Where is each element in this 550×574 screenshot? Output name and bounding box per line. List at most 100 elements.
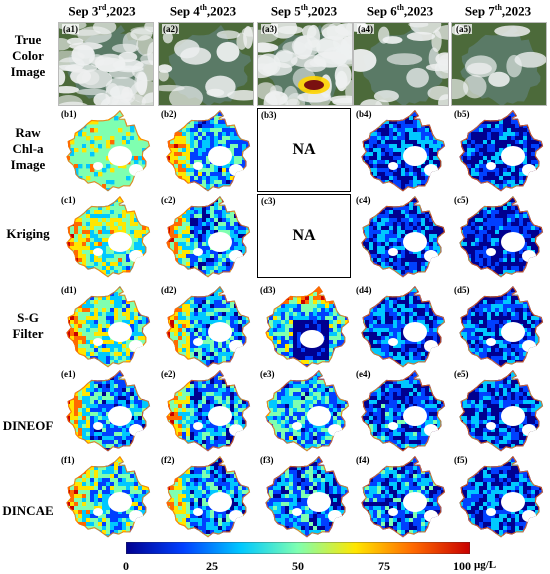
colorbar-tick-50: 50	[292, 559, 304, 573]
panel-tag: (d1)	[61, 285, 77, 295]
panel-tag: (b4)	[356, 109, 372, 119]
panel-a3: (a3)	[257, 22, 353, 106]
panel-f1: (f1)	[58, 454, 154, 538]
panel-c5: (c5)	[451, 194, 547, 278]
satellite-true-color	[59, 23, 153, 105]
chlorophyll-map	[265, 456, 350, 538]
chlorophyll-map	[66, 370, 151, 452]
row-header-raw-chla: Raw Chl-a Image	[10, 125, 46, 172]
colorbar-tick-0: 0	[123, 559, 129, 573]
panel-tag: (b3)	[261, 110, 277, 120]
panel-tag: (c1)	[61, 195, 76, 205]
chlorophyll-map	[361, 286, 446, 368]
column-header-sep7: Sep 7th,2023	[464, 3, 532, 19]
panel-e3: (e3)	[257, 368, 353, 452]
column-header-sep3: Sep 3rd,2023	[68, 3, 136, 19]
satellite-true-color	[354, 23, 448, 105]
chlorophyll-map	[166, 286, 251, 368]
panel-tag: (e3)	[260, 369, 275, 379]
chlorophyll-map	[459, 110, 544, 192]
chlorophyll-map	[361, 196, 446, 278]
panel-tag: (c3)	[261, 196, 276, 206]
panel-f2: (f2)	[158, 454, 254, 538]
satellite-true-color	[258, 23, 352, 105]
panel-c2: (c2)	[158, 194, 254, 278]
chlorophyll-map	[459, 370, 544, 452]
panel-tag: (e4)	[356, 369, 371, 379]
panel-tag: (a3)	[261, 24, 278, 34]
column-header-sep5: Sep 5th,2023	[270, 3, 338, 19]
panel-f5: (f5)	[451, 454, 547, 538]
panel-d1: (d1)	[58, 284, 154, 368]
na-label: NA	[292, 227, 316, 244]
panel-tag: (d5)	[454, 285, 470, 295]
panel-tag: (f2)	[161, 455, 175, 465]
chlorophyll-map	[66, 286, 151, 368]
chlorophyll-map	[361, 456, 446, 538]
panel-tag: (b1)	[61, 109, 77, 119]
panel-tag: (a2)	[162, 24, 179, 34]
panel-e1: (e1)	[58, 368, 154, 452]
na-panel: (b3) NA	[257, 108, 351, 192]
chlorophyll-map	[166, 456, 251, 538]
panel-d3: (d3)	[257, 284, 353, 368]
panel-c3: (c3) NA	[257, 194, 353, 278]
panel-tag: (f1)	[61, 455, 75, 465]
panel-tag: (d4)	[356, 285, 372, 295]
colorbar-tick-75: 75	[378, 559, 390, 573]
row-header-dincae: DINCAE	[2, 503, 54, 518]
panel-a1: (a1)	[58, 22, 154, 106]
panel-tag: (b2)	[161, 109, 177, 119]
panel-e2: (e2)	[158, 368, 254, 452]
chlorophyll-map	[459, 286, 544, 368]
row-header-kriging: Kriging	[6, 226, 50, 241]
chlorophyll-map	[265, 286, 350, 368]
panel-tag: (a4)	[357, 24, 374, 34]
panel-c4: (c4)	[353, 194, 449, 278]
panel-tag: (f5)	[454, 455, 468, 465]
row-header-true-color: True Color Image	[10, 32, 46, 79]
panel-tag: (a5)	[455, 24, 472, 34]
panel-tag: (a1)	[62, 24, 79, 34]
panel-f3: (f3)	[257, 454, 353, 538]
column-header-sep6: Sep 6th,2023	[366, 3, 434, 19]
panel-tag: (e2)	[161, 369, 176, 379]
panel-tag: (f3)	[260, 455, 274, 465]
panel-tag: (c2)	[161, 195, 176, 205]
column-header-sep4: Sep 4th,2023	[169, 3, 237, 19]
satellite-true-color	[159, 23, 253, 105]
chlorophyll-map	[66, 110, 151, 192]
chlorophyll-map	[459, 456, 544, 538]
colorbar-tick-25: 25	[206, 559, 218, 573]
chlorophyll-map	[265, 370, 350, 452]
row-header-sg-filter: S-G Filter	[12, 310, 44, 341]
colorbar-unit: μg/L	[474, 559, 497, 571]
panel-tag: (f4)	[356, 455, 370, 465]
chlorophyll-map	[166, 370, 251, 452]
chlorophyll-map	[166, 196, 251, 278]
chlorophyll-map	[66, 456, 151, 538]
chlorophyll-map	[361, 110, 446, 192]
panel-b1: (b1)	[58, 108, 154, 192]
panel-e4: (e4)	[353, 368, 449, 452]
panel-tag: (c4)	[356, 195, 371, 205]
panel-tag: (e1)	[61, 369, 76, 379]
na-panel: (c3) NA	[257, 194, 351, 278]
panel-d4: (d4)	[353, 284, 449, 368]
chlorophyll-map	[459, 196, 544, 278]
panel-tag: (e5)	[454, 369, 469, 379]
panel-b4: (b4)	[353, 108, 449, 192]
panel-a4: (a4)	[353, 22, 449, 106]
panel-d2: (d2)	[158, 284, 254, 368]
satellite-true-color	[452, 23, 546, 105]
panel-tag: (d3)	[260, 285, 276, 295]
panel-d5: (d5)	[451, 284, 547, 368]
colorbar	[126, 542, 470, 554]
panel-c1: (c1)	[58, 194, 154, 278]
chlorophyll-map	[361, 370, 446, 452]
row-header-dineof: DINEOF	[2, 418, 54, 433]
panel-tag: (c5)	[454, 195, 469, 205]
panel-f4: (f4)	[353, 454, 449, 538]
chlorophyll-map	[66, 196, 151, 278]
panel-b5: (b5)	[451, 108, 547, 192]
